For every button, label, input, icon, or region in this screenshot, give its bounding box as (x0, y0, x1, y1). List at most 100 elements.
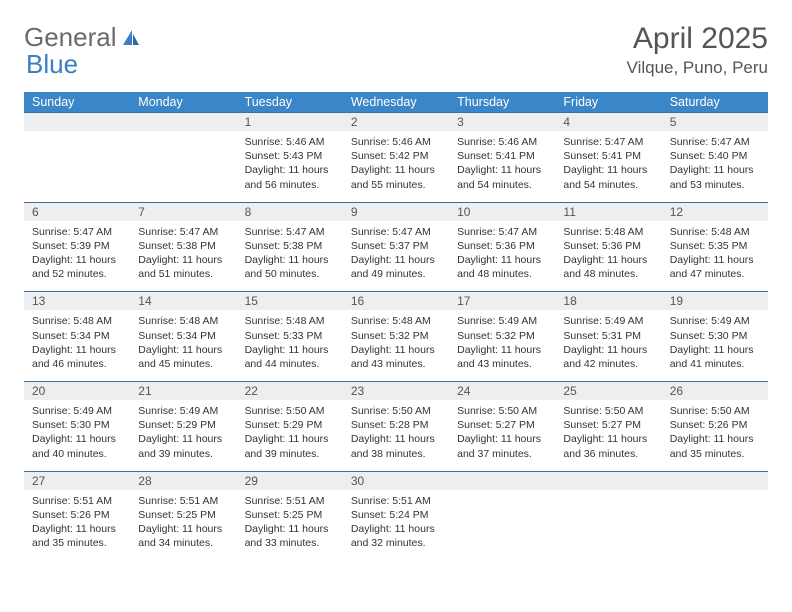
sunset-line: Sunset: 5:33 PM (245, 330, 323, 342)
sunset-line: Sunset: 5:28 PM (351, 419, 429, 431)
sunset-line: Sunset: 5:30 PM (32, 419, 110, 431)
sunset-line: Sunset: 5:29 PM (138, 419, 216, 431)
sunrise-line: Sunrise: 5:51 AM (32, 495, 112, 507)
day-number: 8 (237, 202, 343, 221)
sunset-line: Sunset: 5:37 PM (351, 240, 429, 252)
daylight-line: Daylight: 11 hours and 48 minutes. (457, 254, 541, 280)
day-detail: Sunrise: 5:50 AM Sunset: 5:27 PM Daylight:… (449, 400, 555, 471)
day-detail: Sunrise: 5:47 AMSunset: 5:39 PMDaylight:… (24, 221, 130, 292)
day-number: 18 (555, 292, 661, 311)
day-detail: Sunrise: 5:51 AMSunset: 5:25 PMDaylight:… (130, 490, 236, 561)
day-detail: Sunrise: 5:49 AMSunset: 5:29 PMDaylight:… (130, 400, 236, 471)
day-number: 30 (343, 471, 449, 490)
day-number: 13 (24, 292, 130, 311)
sunrise-line: Sunrise: 5:49 AM (32, 405, 112, 417)
day-detail: Sunrise: 5:47 AM Sunset: 5:37 PM Daylight:… (343, 221, 449, 292)
sunrise-line: Sunrise: 5:48 AM (351, 315, 431, 327)
day-detail: Sunrise: 5:49 AMSunset: 5:32 PMDaylight:… (449, 310, 555, 381)
sunset-line: Sunset: 5:24 PM (351, 509, 429, 521)
daylight-line: Daylight: 11 hours and 40 minutes. (32, 433, 116, 459)
daylight-line: Daylight: 11 hours and 52 minutes. (32, 254, 116, 280)
day-number: 6 (24, 202, 130, 221)
day-number: 29 (237, 471, 343, 490)
sunset-line: Sunset: 5:41 PM (563, 150, 641, 162)
month-title: April 2025 (627, 22, 768, 56)
daylight-line: Daylight: 11 hours and 47 minutes. (670, 254, 754, 280)
header: General April 2025 Vilque, Puno, Peru (24, 22, 768, 78)
sunrise-line: Sunrise: 5:47 AM (457, 226, 537, 238)
sunset-line: Sunset: 5:34 PM (32, 330, 110, 342)
daylight-line: Daylight: 11 hours and 39 minutes. (245, 433, 329, 459)
day-detail: Sunrise: 5:50 AMSunset: 5:29 PMDaylight:… (237, 400, 343, 471)
sunrise-line: Sunrise: 5:47 AM (670, 136, 750, 148)
day-number: 28 (130, 471, 236, 490)
sunrise-line: Sunrise: 5:51 AM (245, 495, 325, 507)
day-detail: Sunrise: 5:49 AMSunset: 5:30 PMDaylight:… (662, 310, 768, 381)
sunset-line: Sunset: 5:36 PM (457, 240, 535, 252)
empty-cell (24, 113, 130, 132)
sunrise-line: Sunrise: 5:50 AM (457, 405, 537, 417)
daylight-line: Daylight: 11 hours and 35 minutes. (32, 523, 116, 549)
day-detail: Sunrise: 5:50 AMSunset: 5:28 PMDaylight:… (343, 400, 449, 471)
sunrise-line: Sunrise: 5:47 AM (351, 226, 431, 238)
daylight-line: Daylight: 11 hours and 45 minutes. (138, 344, 222, 370)
daylight-line: Daylight: 11 hours and 32 minutes. (351, 523, 435, 549)
detail-row: Sunrise: 5:49 AM Sunset: 5:30 PM Daylight:… (24, 400, 768, 471)
day-number: 21 (130, 382, 236, 401)
daylight-line: Daylight: 11 hours and 42 minutes. (563, 344, 647, 370)
daylight-line: Daylight: 11 hours and 54 minutes. (563, 164, 647, 190)
day-detail: Sunrise: 5:47 AMSunset: 5:38 PMDaylight:… (130, 221, 236, 292)
day-number: 11 (555, 202, 661, 221)
sunrise-line: Sunrise: 5:48 AM (138, 315, 218, 327)
day-detail: Sunrise: 5:46 AMSunset: 5:42 PMDaylight:… (343, 131, 449, 202)
day-detail: Sunrise: 5:48 AMSunset: 5:36 PMDaylight:… (555, 221, 661, 292)
daylight-line: Daylight: 11 hours and 39 minutes. (138, 433, 222, 459)
empty-cell (130, 131, 236, 202)
daylight-line: Daylight: 11 hours and 48 minutes. (563, 254, 647, 280)
sunrise-line: Sunrise: 5:46 AM (457, 136, 537, 148)
day-number: 1 (237, 113, 343, 132)
sunrise-line: Sunrise: 5:49 AM (457, 315, 537, 327)
day-detail: Sunrise: 5:51 AM Sunset: 5:24 PM Daylight:… (343, 490, 449, 561)
daylight-line: Daylight: 11 hours and 41 minutes. (670, 344, 754, 370)
sunset-line: Sunset: 5:30 PM (670, 330, 748, 342)
sunset-line: Sunset: 5:41 PM (457, 150, 535, 162)
sunset-line: Sunset: 5:27 PM (563, 419, 641, 431)
daylight-line: Daylight: 11 hours and 49 minutes. (351, 254, 435, 280)
sunrise-line: Sunrise: 5:48 AM (670, 226, 750, 238)
daynum-row: 20212223242526 (24, 382, 768, 401)
daynum-row: 27282930 (24, 471, 768, 490)
daylight-line: Daylight: 11 hours and 34 minutes. (138, 523, 222, 549)
sunrise-line: Sunrise: 5:47 AM (563, 136, 643, 148)
day-number: 5 (662, 113, 768, 132)
sunset-line: Sunset: 5:27 PM (457, 419, 535, 431)
day-detail: Sunrise: 5:51 AMSunset: 5:26 PMDaylight:… (24, 490, 130, 561)
empty-cell (24, 131, 130, 202)
sunrise-line: Sunrise: 5:47 AM (138, 226, 218, 238)
sunrise-line: Sunrise: 5:51 AM (138, 495, 218, 507)
sunrise-line: Sunrise: 5:51 AM (351, 495, 431, 507)
sunset-line: Sunset: 5:34 PM (138, 330, 216, 342)
day-number: 17 (449, 292, 555, 311)
day-number: 20 (24, 382, 130, 401)
day-detail: Sunrise: 5:48 AMSunset: 5:32 PMDaylight:… (343, 310, 449, 381)
daylight-line: Daylight: 11 hours and 53 minutes. (670, 164, 754, 190)
day-number: 15 (237, 292, 343, 311)
daylight-line: Daylight: 11 hours and 50 minutes. (245, 254, 329, 280)
sunrise-line: Sunrise: 5:48 AM (563, 226, 643, 238)
logo-text-blue: Blue (26, 49, 78, 80)
day-number: 2 (343, 113, 449, 132)
sunrise-line: Sunrise: 5:49 AM (563, 315, 643, 327)
daylight-line: Daylight: 11 hours and 37 minutes. (457, 433, 541, 459)
location: Vilque, Puno, Peru (627, 58, 768, 78)
calendar-table: Sunday Monday Tuesday Wednesday Thursday… (24, 92, 768, 560)
detail-row: Sunrise: 5:48 AM Sunset: 5:34 PM Daylight:… (24, 310, 768, 381)
sunset-line: Sunset: 5:38 PM (245, 240, 323, 252)
day-number: 16 (343, 292, 449, 311)
day-number: 10 (449, 202, 555, 221)
day-number: 25 (555, 382, 661, 401)
sunset-line: Sunset: 5:43 PM (245, 150, 323, 162)
day-number: 19 (662, 292, 768, 311)
sunrise-line: Sunrise: 5:50 AM (563, 405, 643, 417)
daylight-line: Daylight: 11 hours and 43 minutes. (351, 344, 435, 370)
